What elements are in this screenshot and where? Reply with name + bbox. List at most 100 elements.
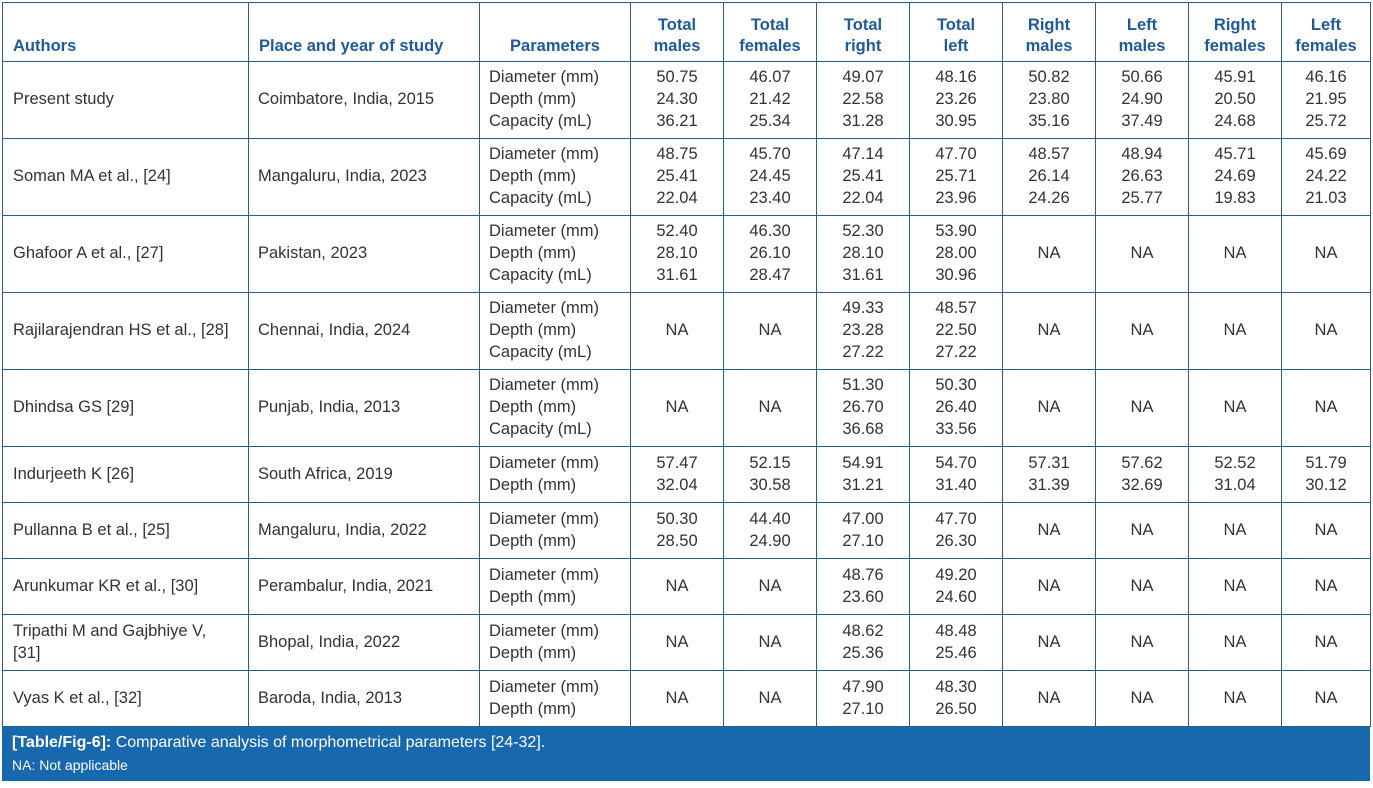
value-cell: NA <box>630 558 724 615</box>
parameter-label: Diameter (mm) <box>489 677 599 696</box>
value: 23.28 <box>842 321 884 340</box>
value-cell: NA <box>1002 502 1096 559</box>
value-cell: 48.76 23.60 <box>816 558 910 615</box>
author-line: Indurjeeth K [26] <box>13 464 135 483</box>
value: 48.75 <box>656 145 698 164</box>
value-cell: NA <box>723 614 817 671</box>
value: 52.15 <box>749 453 791 472</box>
parameters-cell: Diameter (mm) Depth (mm) <box>479 502 631 559</box>
value-cell: NA <box>1281 558 1371 615</box>
value: 26.70 <box>842 398 884 417</box>
parameters-cell: Diameter (mm) Depth (mm) Capacity (mL) <box>479 292 631 370</box>
value-cell: 48.57 22.50 27.22 <box>909 292 1003 370</box>
parameter-label: Diameter (mm) <box>489 299 599 318</box>
column-header-line: Right <box>1213 16 1257 34</box>
value: 51.30 <box>842 376 884 395</box>
column-header-line: Total <box>936 16 976 34</box>
author-cell: Indurjeeth K [26] <box>2 446 249 503</box>
author-line: Soman MA et al., [24] <box>13 167 171 186</box>
value: 24.69 <box>1214 167 1256 186</box>
value: NA <box>1223 576 1247 595</box>
value: 49.33 <box>842 299 884 318</box>
value: 24.60 <box>935 587 977 606</box>
column-header-line: males <box>653 37 701 55</box>
value-cell: 48.30 26.50 <box>909 670 1003 727</box>
value-cell: 44.40 24.90 <box>723 502 817 559</box>
value: 20.50 <box>1214 90 1256 109</box>
value: 31.61 <box>656 265 698 284</box>
value: NA <box>1130 632 1154 651</box>
value: 50.66 <box>1121 68 1163 87</box>
value: 28.10 <box>656 244 698 263</box>
table-caption: [Table/Fig-6]: Comparative analysis of m… <box>2 727 1370 781</box>
table-row: Rajilarajendran HS et al., [28] Chennai, … <box>2 292 1371 370</box>
parameter-label: Depth (mm) <box>489 475 577 494</box>
table-row: Pullanna B et al., [25] Mangaluru, India,… <box>2 502 1371 559</box>
value: NA <box>1037 321 1061 340</box>
value: NA <box>1130 244 1154 263</box>
value: 30.12 <box>1305 475 1347 494</box>
value: 50.75 <box>656 68 698 87</box>
column-header-line: Right <box>1027 16 1071 34</box>
value: 31.40 <box>935 475 977 494</box>
value: 35.16 <box>1028 111 1070 130</box>
parameter-label: Capacity (mL) <box>489 419 592 438</box>
value-cell: 50.30 26.40 33.56 <box>909 369 1003 447</box>
value: 19.83 <box>1214 188 1256 207</box>
value-cell: 48.75 25.41 22.04 <box>630 138 724 216</box>
value: NA <box>1314 321 1338 340</box>
value-cell: NA <box>1281 614 1371 671</box>
value: 33.56 <box>935 419 977 438</box>
value: 22.58 <box>842 90 884 109</box>
column-header-line: females <box>1204 37 1266 55</box>
author-line: Arunkumar KR et al., [30] <box>13 576 199 595</box>
place-year-cell: Chennai, India, 2024 <box>248 292 480 370</box>
value: NA <box>1037 576 1061 595</box>
table-row: Vyas K et al., [32] Baroda, India, 2013 Di… <box>2 670 1371 727</box>
place-year-cell: Coimbatore, India, 2015 <box>248 61 480 139</box>
author-cell: Ghafoor A et al., [27] <box>2 215 249 293</box>
value: NA <box>1130 321 1154 340</box>
value: 25.71 <box>935 167 977 186</box>
place-year-cell: Pakistan, 2023 <box>248 215 480 293</box>
value-cell: NA <box>1281 369 1371 447</box>
value-cell: 47.14 25.41 22.04 <box>816 138 910 216</box>
value: NA <box>758 632 782 651</box>
value-cell: 48.57 26.14 24.26 <box>1002 138 1096 216</box>
value: 25.41 <box>842 167 884 186</box>
value: 57.62 <box>1121 453 1163 472</box>
value: 31.39 <box>1028 475 1070 494</box>
author-line: Rajilarajendran HS et al., [28] <box>13 321 229 340</box>
value-cell: 47.70 25.71 23.96 <box>909 138 1003 216</box>
value-cell: 50.66 24.90 37.49 <box>1095 61 1189 139</box>
author-line: Present study <box>13 90 114 109</box>
value-cell: 48.48 25.46 <box>909 614 1003 671</box>
value: 47.70 <box>935 509 977 528</box>
value-cell: 57.47 32.04 <box>630 446 724 503</box>
value: NA <box>1314 576 1338 595</box>
value-cell: 45.69 24.22 21.03 <box>1281 138 1371 216</box>
author-line: [31] <box>13 643 41 662</box>
parameter-label: Diameter (mm) <box>489 453 599 472</box>
caption-label: [Table/Fig-6]: <box>12 734 112 751</box>
table-row: Tripathi M and Gajbhiye V, [31] Bhopal, In… <box>2 614 1371 671</box>
value-cell: NA <box>1188 670 1282 727</box>
author-cell: Rajilarajendran HS et al., [28] <box>2 292 249 370</box>
value: 45.91 <box>1214 68 1256 87</box>
value: 27.22 <box>935 342 977 361</box>
parameter-label: Depth (mm) <box>489 699 577 718</box>
value: 48.16 <box>935 68 977 87</box>
author-line: Ghafoor A et al., [27] <box>13 244 164 263</box>
value-cell: NA <box>723 369 817 447</box>
place-year-cell: Bhopal, India, 2022 <box>248 614 480 671</box>
value-cell: NA <box>1002 670 1096 727</box>
column-header: Right females <box>1188 2 1282 62</box>
value: 22.04 <box>842 188 884 207</box>
value-cell: 54.91 31.21 <box>816 446 910 503</box>
value: 45.69 <box>1305 145 1347 164</box>
value: 48.94 <box>1121 145 1163 164</box>
value: 47.70 <box>935 145 977 164</box>
parameters-cell: Diameter (mm) Depth (mm) Capacity (mL) <box>479 369 631 447</box>
value: 51.79 <box>1305 453 1347 472</box>
